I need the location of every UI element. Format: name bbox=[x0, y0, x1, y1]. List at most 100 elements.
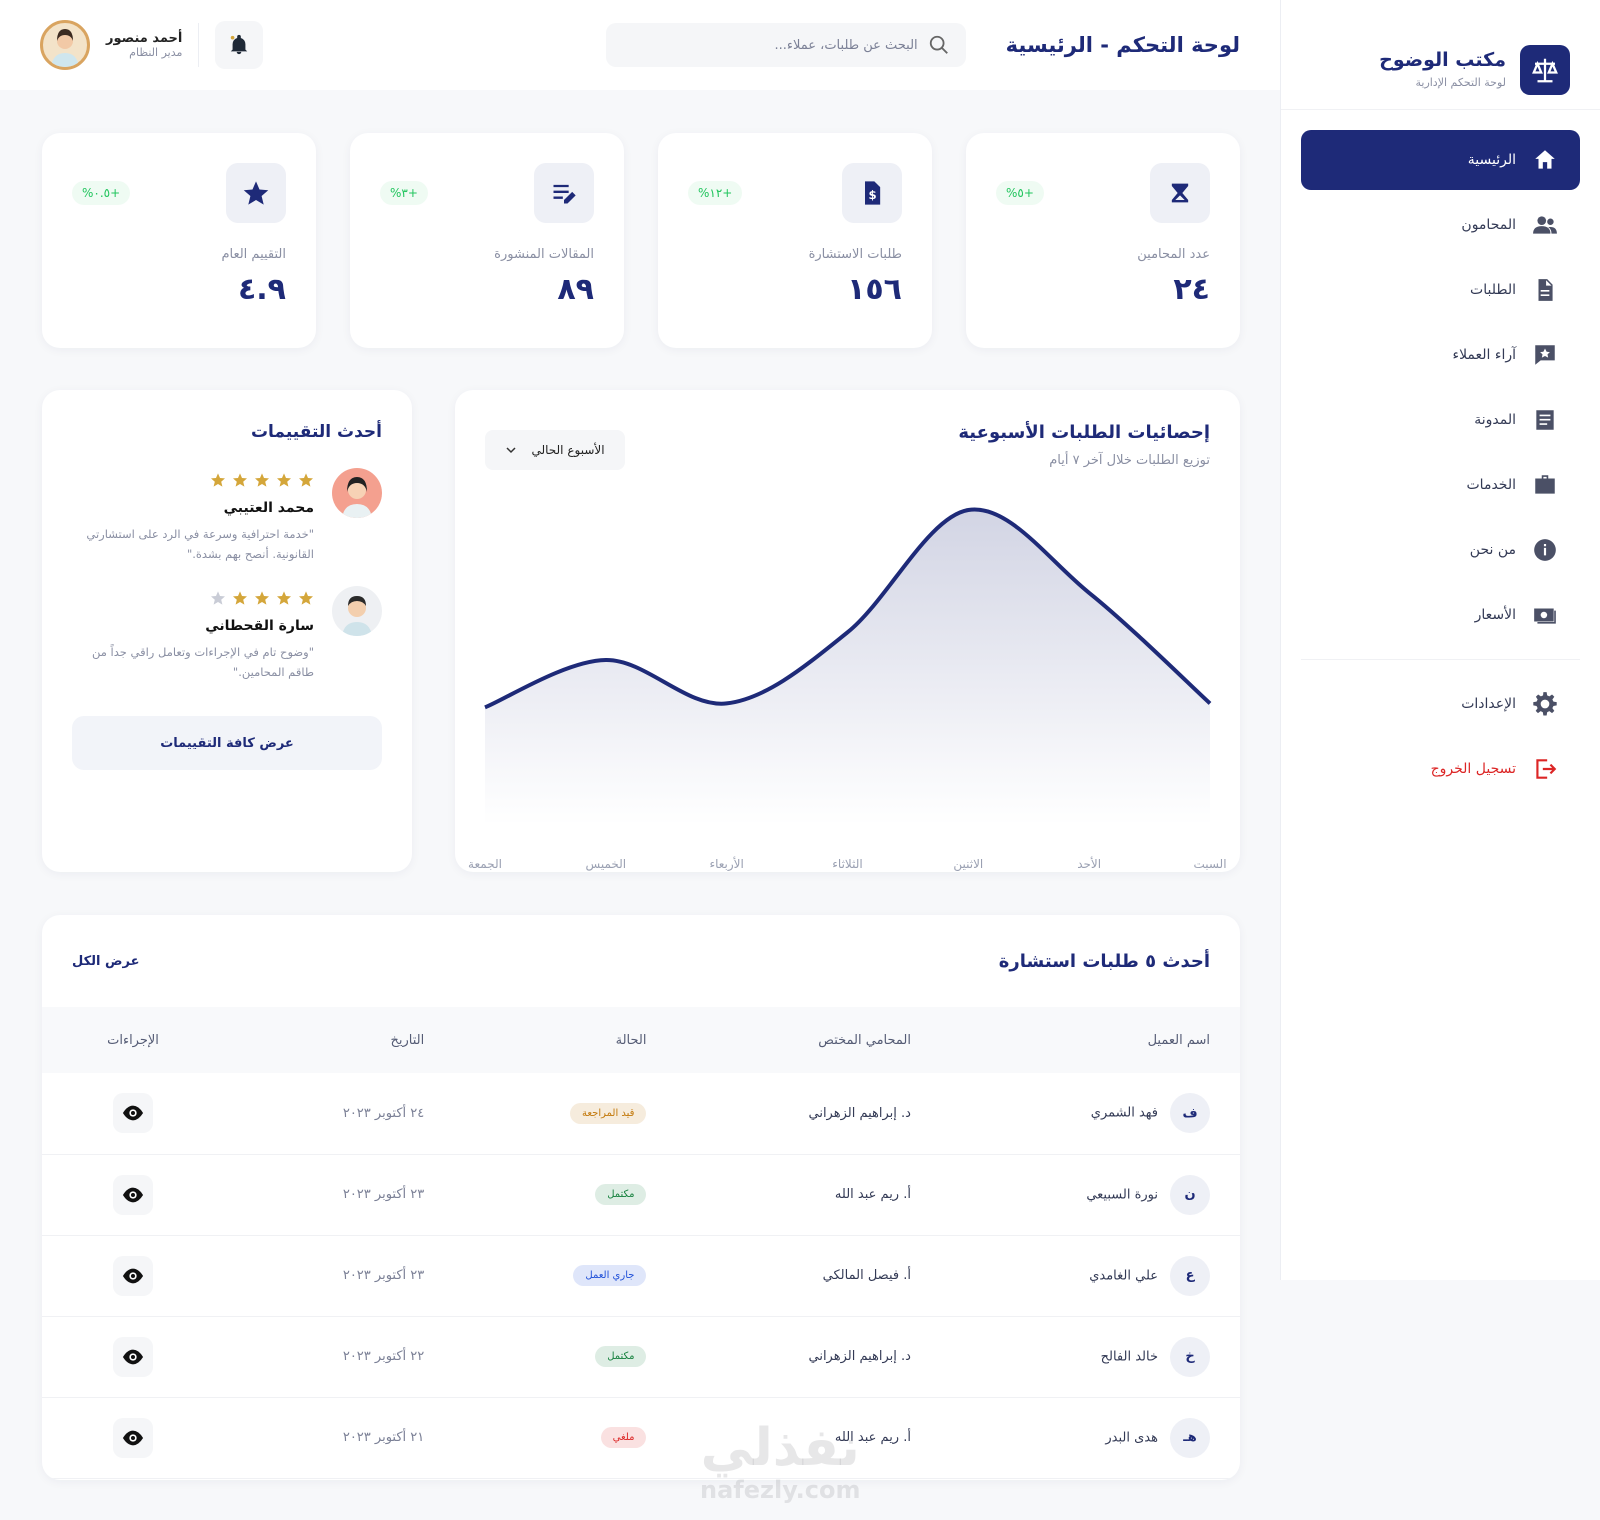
client-initial: ع bbox=[1170, 1255, 1210, 1296]
reviewer-avatar bbox=[332, 586, 382, 636]
area bbox=[485, 509, 1210, 825]
lawyer-cell: د. إبراهيم الزهراني bbox=[676, 1316, 941, 1398]
nav-label: الرئيسية bbox=[1467, 152, 1516, 168]
date-cell: ٢٤ أكتوبر ٢٠٢٣ bbox=[224, 1073, 455, 1155]
brand-subtitle: لوحة التحكم الإدارية bbox=[1415, 76, 1506, 89]
status-cell: مكتمل bbox=[454, 1316, 677, 1398]
nav-item[interactable]: الطلبات bbox=[1301, 260, 1580, 320]
date-cell: ٢٢ أكتوبر ٢٠٢٣ bbox=[224, 1316, 455, 1398]
nav-item[interactable]: من نحن bbox=[1301, 520, 1580, 580]
nav-item[interactable]: آراء العملاء bbox=[1301, 325, 1580, 385]
lawyer-cell: د. إبراهيم الزهراني bbox=[676, 1073, 941, 1155]
client-initial: ف bbox=[1170, 1093, 1210, 1134]
stat-icon bbox=[534, 163, 594, 223]
nav-label: الخدمات bbox=[1466, 477, 1517, 493]
nav-label: الطلبات bbox=[1470, 282, 1516, 298]
client-initial: هـ bbox=[1170, 1417, 1210, 1458]
stat-top: +٥% bbox=[996, 163, 1210, 223]
search-box[interactable]: البحث عن طلبات، عملاء... bbox=[605, 23, 966, 67]
all-reviews-button[interactable]: عرض كافة التقييمات bbox=[72, 716, 382, 770]
stat-icon bbox=[226, 163, 286, 223]
header: لوحة التحكم - الرئيسية البحث عن طلبات، ع… bbox=[0, 0, 1280, 90]
star bbox=[232, 472, 248, 492]
nav-item[interactable]: الإعدادات bbox=[1301, 674, 1580, 734]
nav-item[interactable]: الخدمات bbox=[1301, 455, 1580, 515]
nav-item[interactable]: المحامون bbox=[1301, 195, 1580, 255]
star bbox=[276, 590, 292, 610]
stat-card: +٥% عدد المحامين ٢٤ bbox=[966, 133, 1240, 348]
table-row: ع علي الغامدي أ. فيصل المالكي جاري العمل ٢٣ … bbox=[42, 1235, 1240, 1317]
column-header: المحامي المختص bbox=[676, 1007, 941, 1073]
chart-title: إحصائيات الطلبات الأسبوعية bbox=[958, 422, 1210, 443]
reviewer-name: سارة القحطاني bbox=[205, 618, 314, 634]
review-body: محمد العتيبي "خدمة احترافية وسرعة في الرد… bbox=[72, 468, 314, 564]
nav-item[interactable]: الرئيسية bbox=[1301, 130, 1580, 190]
actions-cell bbox=[42, 1154, 225, 1236]
stat-top: +٣% bbox=[380, 163, 594, 223]
view-button[interactable] bbox=[113, 1336, 154, 1377]
user-avatar[interactable] bbox=[40, 20, 90, 70]
x-tick-label: الثلاثاء bbox=[832, 857, 862, 871]
status-badge: ملغي bbox=[600, 1427, 647, 1448]
status-cell: جاري العمل bbox=[454, 1235, 677, 1317]
status-badge: جاري العمل bbox=[573, 1265, 647, 1286]
period-dropdown[interactable]: الأسبوع الحالي bbox=[485, 430, 625, 470]
sidebar: مكتب الوضوح لوحة التحكم الإدارية الرئيسي… bbox=[1280, 0, 1600, 1280]
stat-icon bbox=[1150, 163, 1210, 223]
client-cell: خ خالد الفالح bbox=[940, 1316, 1240, 1398]
view-button[interactable] bbox=[113, 1255, 154, 1296]
stars bbox=[72, 590, 314, 610]
user-role: مدير النظام bbox=[129, 46, 183, 59]
client-cell: هـ هدى البدر bbox=[940, 1397, 1240, 1479]
actions-cell bbox=[42, 1316, 225, 1398]
actions-cell bbox=[42, 1073, 225, 1155]
watermark-text: نفذلي bbox=[700, 1418, 860, 1478]
lawyer-cell: أ. ريم عبد الله bbox=[676, 1397, 941, 1479]
stats-row: +٥% عدد المحامين ٢٤ $ +١٢% طلبات الاستشارة ١٥٦… bbox=[42, 133, 1240, 348]
x-tick-label: السبت bbox=[1193, 857, 1226, 871]
stat-change: +١٢% bbox=[688, 181, 743, 205]
table-row: خ خالد الفالح د. إبراهيم الزهراني مكتمل ٢٢ أ… bbox=[42, 1316, 1240, 1398]
reviews-list: محمد العتيبي "خدمة احترافية وسرعة في الرد… bbox=[72, 468, 382, 682]
stat-top: +٠.٥% bbox=[72, 163, 286, 223]
client-name: خالد الفالح bbox=[1100, 1349, 1158, 1364]
stat-change: +٣% bbox=[380, 181, 428, 205]
page-title: لوحة التحكم - الرئيسية bbox=[1005, 33, 1240, 57]
review-body: سارة القحطاني "وضوح تام في الإجراءات وتعا… bbox=[72, 586, 314, 682]
nav-item[interactable]: المدونة bbox=[1301, 390, 1580, 450]
stat-value: ١٥٦ bbox=[847, 272, 902, 307]
review-text: "وضوح تام في الإجراءات وتعامل راقي جداً … bbox=[91, 645, 314, 679]
nav-item[interactable]: الأسعار bbox=[1301, 585, 1580, 645]
stat-value: ٨٩ bbox=[557, 272, 594, 307]
client-initial: خ bbox=[1170, 1336, 1210, 1377]
view-button[interactable] bbox=[113, 1417, 154, 1458]
column-header: الإجراءات bbox=[42, 1007, 225, 1073]
notifications-button[interactable] bbox=[215, 21, 264, 69]
stat-card: $ +١٢% طلبات الاستشارة ١٥٦ bbox=[658, 133, 932, 348]
review: محمد العتيبي "خدمة احترافية وسرعة في الرد… bbox=[72, 468, 382, 564]
search-placeholder: البحث عن طلبات، عملاء... bbox=[774, 37, 918, 53]
client-cell: ف فهد الشمري bbox=[940, 1073, 1240, 1155]
reviewer-name: محمد العتيبي bbox=[223, 500, 314, 516]
stat-top: $ +١٢% bbox=[688, 163, 902, 223]
client-name: علي الغامدي bbox=[1089, 1268, 1158, 1283]
divider bbox=[198, 23, 200, 67]
view-button[interactable] bbox=[113, 1093, 154, 1134]
stat-card: +٣% المقالات المنشورة ٨٩ bbox=[350, 133, 624, 348]
view-all-link[interactable]: عرض الكل bbox=[72, 953, 140, 969]
stat-label: عدد المحامين bbox=[1137, 247, 1210, 262]
star bbox=[298, 472, 314, 492]
stat-value: ٢٤ bbox=[1173, 272, 1210, 307]
nav-item[interactable]: تسجيل الخروج bbox=[1301, 739, 1580, 799]
view-button[interactable] bbox=[113, 1174, 154, 1215]
brand-name: مكتب الوضوح bbox=[1379, 49, 1506, 71]
client-name: نورة السبيعي bbox=[1086, 1187, 1158, 1202]
table-title: أحدث ٥ طلبات استشارة bbox=[998, 950, 1210, 972]
client-initial: ن bbox=[1170, 1174, 1210, 1215]
divider bbox=[1301, 659, 1580, 660]
review: سارة القحطاني "وضوح تام في الإجراءات وتعا… bbox=[72, 586, 382, 682]
client-cell: ن نورة السبيعي bbox=[940, 1154, 1240, 1236]
client-cell: ع علي الغامدي bbox=[940, 1235, 1240, 1317]
table-row: هـ هدى البدر أ. ريم عبد الله ملغي ٢١ أكتوبر … bbox=[42, 1397, 1240, 1479]
